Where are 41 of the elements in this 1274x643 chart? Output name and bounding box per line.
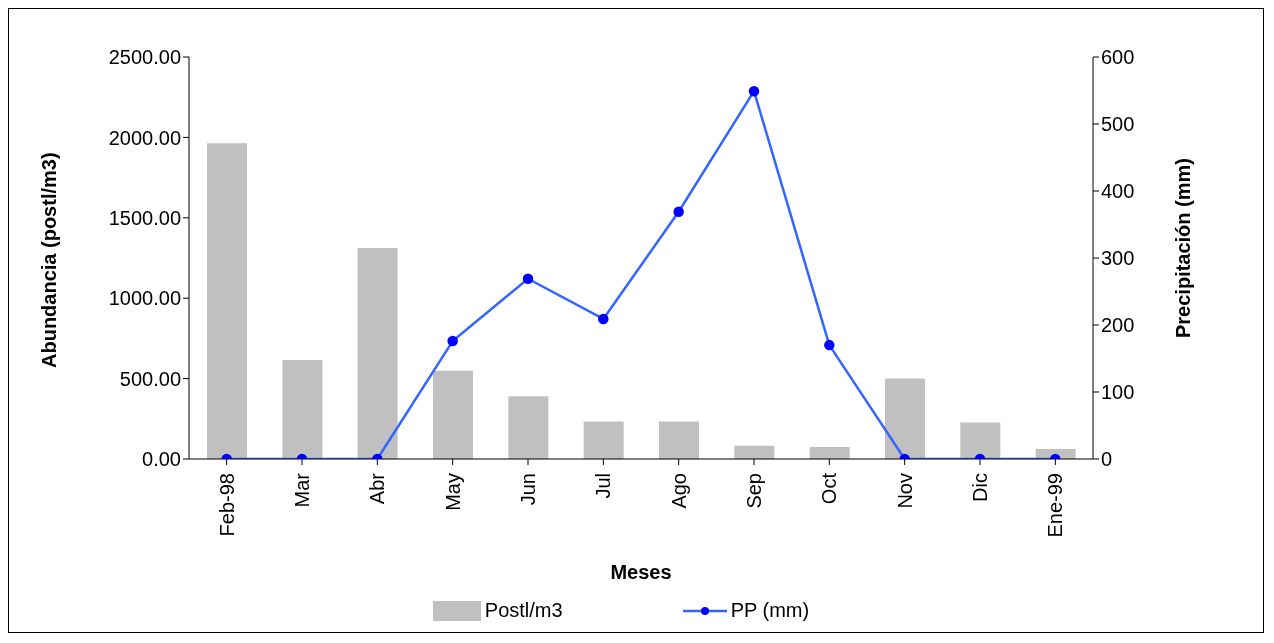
y2-axis-title: Precipitación (mm) (1172, 158, 1195, 339)
y-tick-label: 1500.00 (108, 206, 181, 229)
x-tick-label: Jul (592, 473, 615, 499)
x-tick-label: Mar (291, 472, 313, 508)
y2-tick-label: 500 (1101, 113, 1135, 136)
y-axis-title: Abundancia (postl/m3) (38, 152, 61, 368)
x-tick-label: Sep (743, 473, 765, 509)
x-tick-label: Oct (818, 472, 841, 505)
bar (583, 421, 624, 459)
bar (960, 422, 1001, 459)
y2-tick-label: 0 (1101, 448, 1113, 471)
bar (282, 359, 323, 459)
y-tick-label: 2500.00 (108, 46, 181, 69)
legend-label: PP (mm) (730, 599, 810, 622)
bar (659, 421, 699, 459)
bar (734, 445, 775, 459)
legend-label: Postl/m3 (484, 599, 563, 622)
y2-tick-label: 200 (1101, 314, 1135, 337)
y-tick-label: 1000.00 (108, 287, 181, 310)
x-tick-label: Jun (517, 473, 539, 506)
bar (433, 370, 473, 459)
bar (357, 248, 398, 459)
bar (809, 446, 850, 459)
x-axis-title: Meses (610, 561, 672, 583)
y2-tick-label: 600 (1101, 46, 1135, 69)
x-tick-label: Abr (366, 472, 389, 505)
y-tick-label: 500.00 (119, 367, 181, 390)
x-tick-label: Nov (893, 473, 916, 509)
y-tick-label: 0.00 (142, 448, 181, 471)
x-tick-label: May (441, 473, 464, 511)
y2-tick-label: 400 (1101, 180, 1135, 203)
bar (207, 143, 247, 459)
bar (508, 396, 549, 459)
x-tick-label: Dic (969, 473, 991, 502)
y2-tick-label: 100 (1101, 381, 1135, 404)
y-tick-label: 2000.00 (108, 126, 181, 149)
y2-tick-label: 300 (1101, 247, 1135, 270)
x-tick-label: Ene-99 (1044, 473, 1067, 538)
bar (885, 378, 925, 459)
x-tick-label: Ago (667, 473, 690, 509)
x-tick-label: Feb-98 (215, 473, 238, 537)
